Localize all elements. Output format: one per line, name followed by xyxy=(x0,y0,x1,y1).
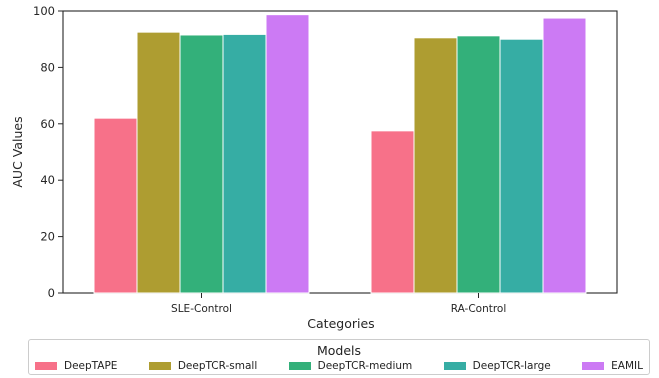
bar-deeptcr-large-sle-control xyxy=(222,33,267,294)
bar-chart: 0 20 40 60 80 100 SLE-Control RA-Control AUC V… xyxy=(10,4,618,331)
y-tick-label: 60 xyxy=(40,117,55,131)
x-axis-label: Categories xyxy=(307,316,374,331)
plot-frame xyxy=(62,10,618,294)
x-axis-ticks: SLE-Control RA-Control xyxy=(171,293,506,315)
legend-items: DeepTAPE DeepTCR-small DeepTCR-medium DeepT… xyxy=(35,360,643,372)
legend-item: EAMIL xyxy=(582,360,643,372)
legend-swatch xyxy=(288,362,311,370)
y-tick-label: 100 xyxy=(33,4,55,18)
bar-deeptape-sle-control xyxy=(93,117,138,294)
legend-label: DeepTCR-small xyxy=(177,360,258,372)
y-tick-label: 80 xyxy=(40,60,55,74)
legend-label: DeepTAPE xyxy=(64,360,118,372)
x-tick-label: RA-Control xyxy=(451,303,507,315)
legend-swatch xyxy=(582,362,605,370)
bars-group xyxy=(93,14,587,294)
plot-area xyxy=(62,10,618,294)
legend-label: EAMIL xyxy=(611,360,643,372)
y-axis-label: AUC Values xyxy=(10,116,25,187)
legend-swatch xyxy=(148,362,171,370)
legend-item: DeepTCR-large xyxy=(443,360,551,372)
legend-label: DeepTCR-medium xyxy=(317,360,413,372)
bar-deeptcr-small-ra-control xyxy=(413,37,458,294)
bar-deeptcr-medium-sle-control xyxy=(179,34,224,294)
bar-deeptape-ra-control xyxy=(370,130,415,294)
bar-deeptcr-medium-ra-control xyxy=(456,35,501,294)
legend-title: Models xyxy=(316,343,362,358)
bar-deeptcr-small-sle-control xyxy=(136,31,181,294)
y-axis-ticks: 0 20 40 60 80 100 xyxy=(33,4,63,300)
legend-swatch xyxy=(35,362,57,370)
bar-deeptcr-large-ra-control xyxy=(499,38,544,294)
y-tick-label: 40 xyxy=(40,173,55,187)
legend: Models DeepTAPE DeepTCR-small DeepTCR-medi… xyxy=(28,339,650,375)
y-tick-label: 20 xyxy=(40,230,55,244)
legend-item: DeepTCR-small xyxy=(148,360,258,372)
legend-item: DeepTAPE xyxy=(35,360,117,372)
x-tick-label: SLE-Control xyxy=(171,303,232,315)
y-tick-label: 0 xyxy=(48,286,55,300)
legend-item: DeepTCR-medium xyxy=(288,360,413,372)
bar-eamil-sle-control xyxy=(265,14,310,294)
bar-eamil-ra-control xyxy=(542,17,587,294)
legend-label: DeepTCR-large xyxy=(472,360,551,372)
legend-swatch xyxy=(443,362,466,370)
